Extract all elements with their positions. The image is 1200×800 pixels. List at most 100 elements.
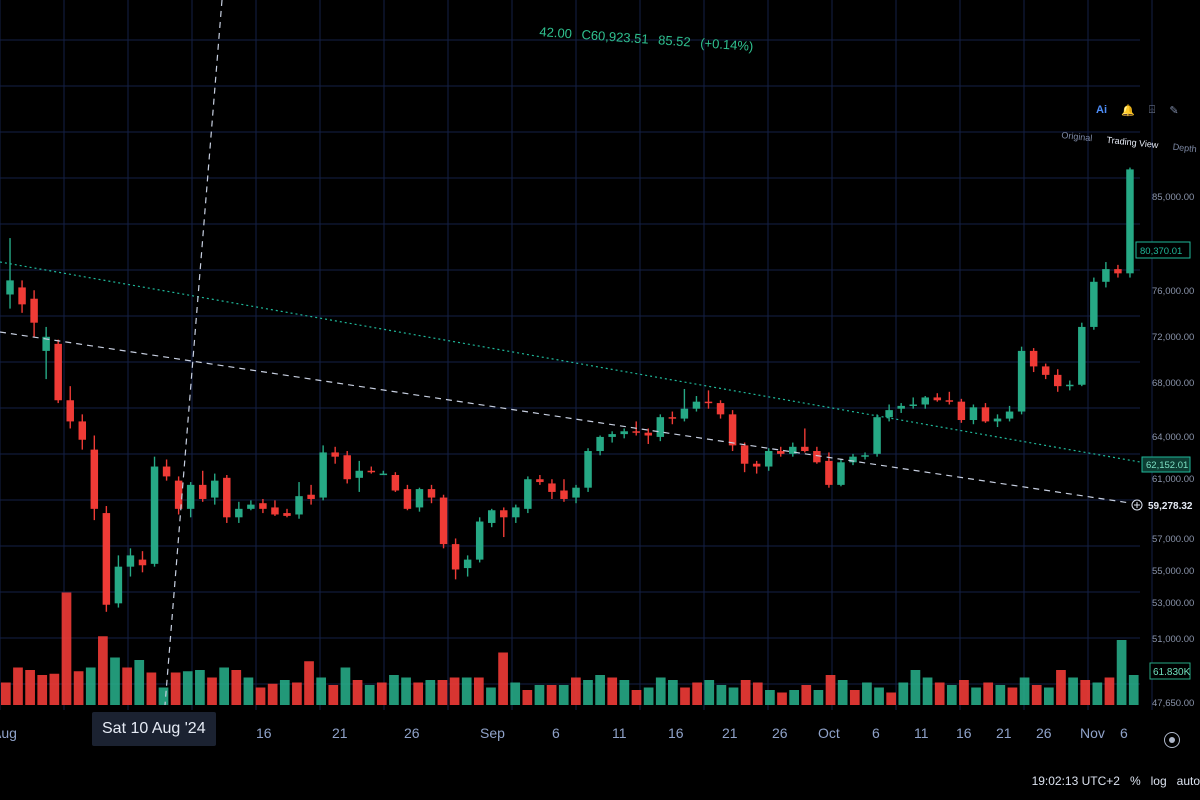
volume-bar (583, 680, 593, 705)
candle-body (427, 489, 436, 498)
x-axis-tick-label: Oct (818, 725, 840, 741)
settings-icon[interactable] (1164, 732, 1180, 748)
volume-bar (13, 667, 23, 705)
candle-body (957, 401, 966, 420)
y-axis-tick-label: 57,000.00 (1152, 534, 1194, 545)
candle-body (1053, 374, 1062, 387)
candle-body (801, 446, 809, 452)
x-axis-tick-label: Sep (480, 725, 505, 741)
candle-body (789, 446, 797, 454)
auto-scale-button[interactable]: auto (1176, 774, 1200, 788)
volume-bar (376, 682, 387, 705)
candle-body (849, 456, 857, 463)
x-axis-tick-label: 6 (1120, 725, 1128, 741)
candle-body (885, 410, 893, 418)
candle-body (18, 287, 26, 305)
y-axis-tick-label: 51,000.00 (1152, 634, 1194, 645)
candle-body (560, 490, 568, 499)
candle-body (271, 507, 279, 515)
x-axis-tick-label: Aug (0, 725, 17, 741)
candle-body (138, 559, 147, 566)
x-axis-tick-label: 26 (1036, 725, 1052, 741)
candle-body (295, 496, 303, 515)
volume-bar (571, 677, 581, 705)
camera-icon[interactable]: ⌹ (1148, 104, 1156, 116)
candle-body (764, 451, 773, 467)
y-axis: 85,000.00 76,000.00 72,000.00 68,000.00 64,0… (1131, 192, 1194, 709)
candle-body (692, 401, 701, 409)
y-axis-tick-label: 55,000.00 (1152, 566, 1194, 577)
candle-body (174, 480, 183, 509)
candle-body (873, 417, 881, 454)
candle-body (813, 451, 821, 463)
volume-bar (1116, 640, 1127, 705)
reference-lines (0, 0, 1141, 706)
y-axis-tick-label: 47,650.00 (1152, 698, 1194, 709)
candle-body (307, 494, 315, 499)
volume-bar (207, 677, 217, 705)
candle-body (656, 417, 665, 437)
volume-bar (449, 677, 460, 705)
pencil-icon[interactable]: ✎ (1169, 105, 1179, 117)
x-axis-tick-label: 21 (722, 725, 738, 741)
volume-bar (328, 685, 339, 705)
volume-bar (61, 592, 72, 705)
x-axis-tick-label: 21 (332, 725, 348, 741)
volume-bar (740, 680, 751, 705)
y-axis-tick-label: 68,000.00 (1152, 378, 1194, 389)
volume-bar (643, 687, 654, 705)
candle-body (1029, 350, 1038, 367)
volume-bar (255, 687, 266, 705)
alert-bell-icon[interactable]: 🔔 (1121, 105, 1135, 117)
log-scale-button[interactable]: log (1150, 774, 1167, 788)
volume-bar (886, 692, 897, 705)
percent-scale-button[interactable]: % (1129, 774, 1141, 788)
candle-body (512, 507, 520, 518)
candle-body (211, 480, 219, 498)
candle-body (331, 452, 339, 457)
candle-body (475, 521, 484, 560)
candle-body (728, 414, 737, 446)
grid (0, 0, 1153, 710)
candle-body (1090, 281, 1098, 327)
candle-body (608, 434, 616, 437)
x-axis-tick-label: 26 (772, 725, 788, 741)
y-axis-tick-label: 85,000.00 (1152, 192, 1194, 203)
volume-bar (910, 670, 921, 705)
volume-bar (1080, 680, 1091, 705)
volume-bar (437, 680, 448, 705)
candle-body (777, 451, 785, 454)
clock: 19:02:13 UTC+2 (1031, 774, 1120, 788)
volume-bar (182, 671, 193, 705)
candle-body (355, 470, 363, 478)
volume-bar (558, 685, 569, 705)
candle-body (78, 421, 87, 440)
volume-bar (49, 673, 60, 705)
volume-bar (170, 672, 181, 705)
volume-bar (98, 636, 108, 705)
volume-bar (316, 677, 327, 705)
candle-body (945, 400, 954, 402)
candle-body (861, 455, 869, 457)
volume-bar (25, 670, 35, 705)
volume-bar (837, 680, 848, 705)
volume-bar (704, 680, 715, 705)
ai-button[interactable]: Ai (1096, 104, 1107, 116)
y-axis-tick-label: 53,000.00 (1152, 598, 1194, 609)
candle-body (1005, 411, 1014, 419)
volume-bar (364, 685, 375, 705)
volume-bar (922, 677, 933, 705)
volume-bar (1007, 687, 1018, 705)
last-price-badge (1135, 241, 1191, 259)
prev-level-badge (1141, 456, 1191, 473)
volume-bar (619, 680, 630, 705)
candle-body (897, 405, 905, 409)
candle-body (66, 400, 74, 422)
volume-bars (1, 592, 1139, 705)
volume-bar (219, 667, 229, 705)
candle-body (1114, 269, 1122, 274)
x-axis-tick-label: 16 (956, 725, 972, 741)
candle-body (162, 466, 171, 477)
volume-bar (522, 690, 533, 705)
